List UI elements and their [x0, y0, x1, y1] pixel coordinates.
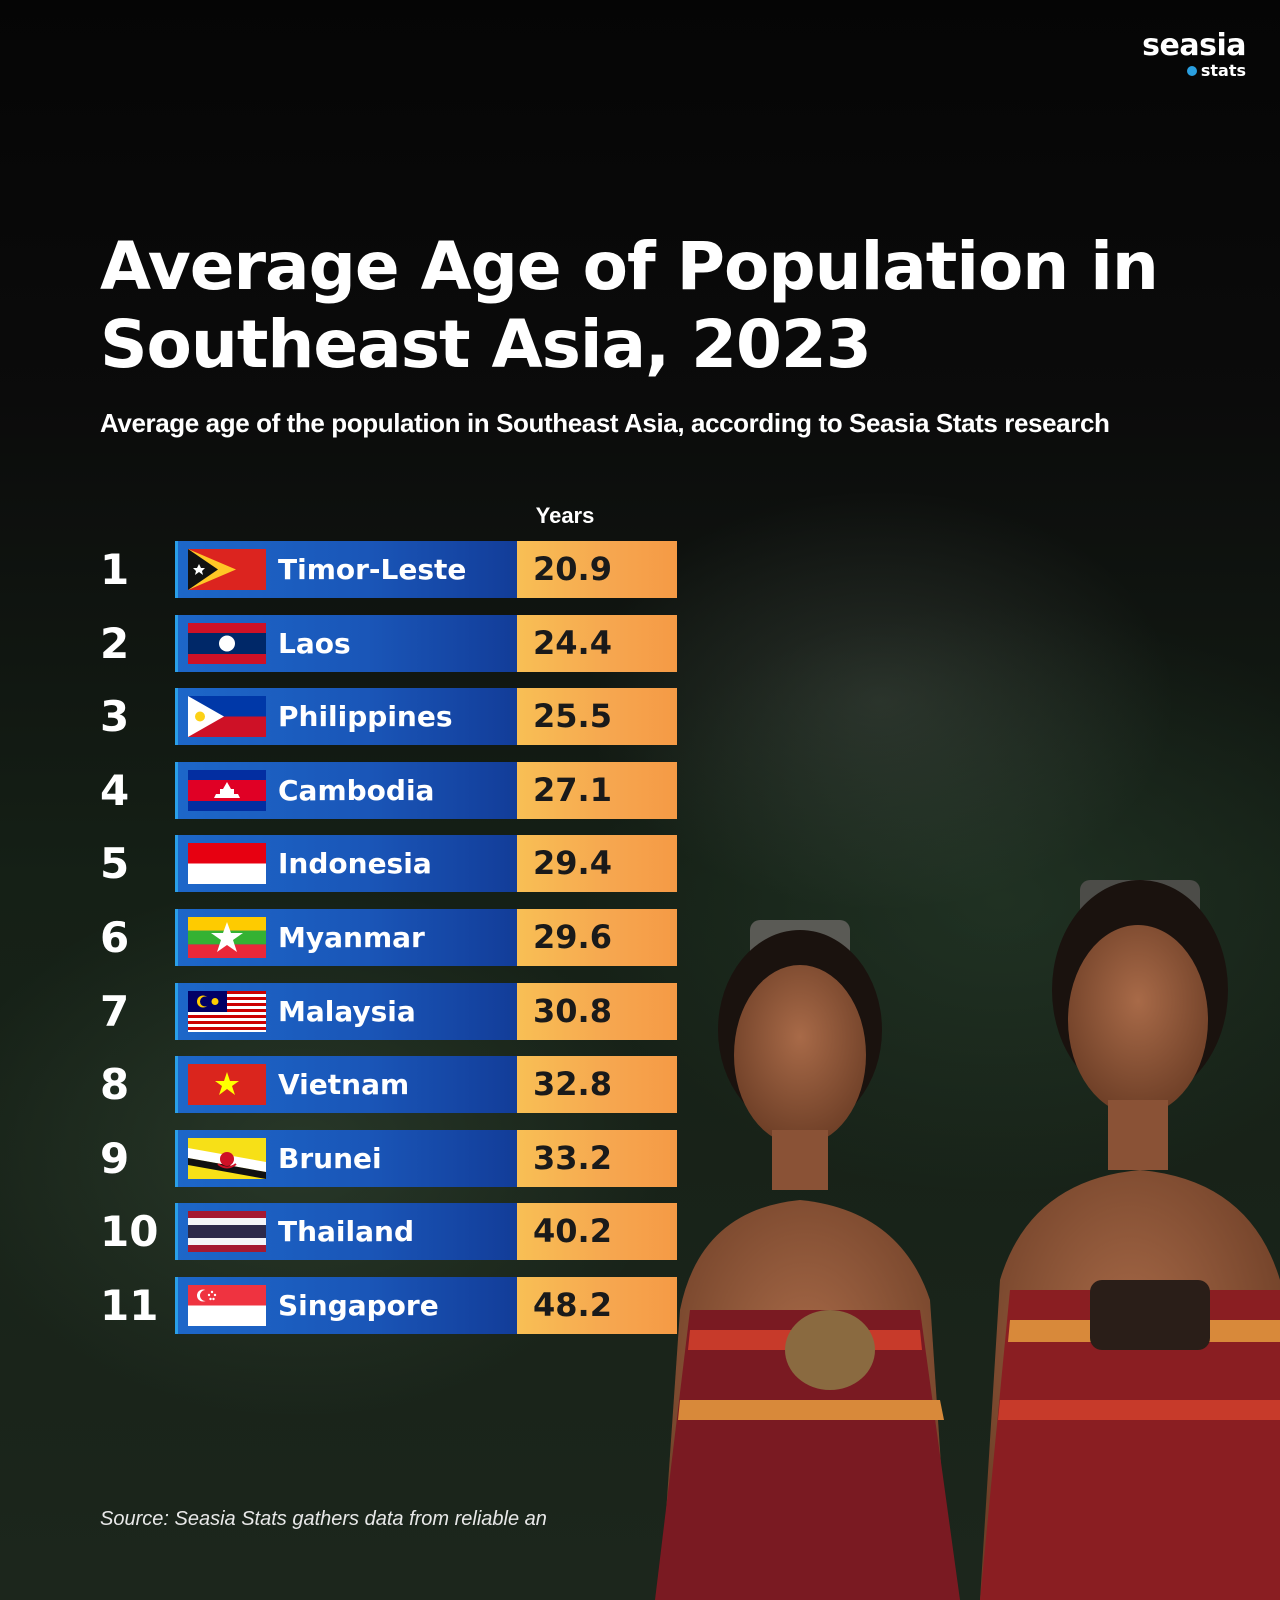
- country-bar: Philippines: [175, 688, 520, 746]
- source-note: Source: Seasia Stats gathers data from r…: [100, 1508, 547, 1530]
- chart-row: 8 Vietnam 32.8: [100, 1056, 680, 1114]
- country-bar: Indonesia: [175, 835, 520, 893]
- country-bar: Cambodia: [175, 761, 520, 819]
- laos-flag-icon: [188, 622, 266, 664]
- vietnam-flag-icon: [188, 1064, 266, 1106]
- country-label: Singapore: [278, 1289, 439, 1322]
- country-bar: Brunei: [175, 1129, 520, 1187]
- rank-label: 1: [100, 545, 130, 594]
- rank-label: 7: [100, 986, 130, 1036]
- chart-row: 5 Indonesia 29.4: [100, 835, 680, 893]
- chart-row: 9 Brunei 33.2: [100, 1129, 680, 1187]
- philippines-flag-icon: [188, 696, 266, 738]
- rank-label: 11: [100, 1281, 159, 1330]
- malaysia-flag-icon: [188, 990, 266, 1032]
- chart-row: 10 Thailand 40.2: [100, 1203, 680, 1261]
- rank-label: 8: [100, 1060, 130, 1110]
- value-label: 25.5: [517, 688, 677, 746]
- rank-label: 10: [100, 1207, 159, 1257]
- chart-row: 11 Singapore 48.2: [100, 1277, 680, 1334]
- country-bar: Myanmar: [175, 909, 520, 966]
- chart-row: 2 Laos 24.4: [100, 614, 680, 672]
- country-label: Cambodia: [278, 773, 435, 807]
- chart-row: 7 Malaysia 30.8: [100, 982, 680, 1040]
- country-bar: Malaysia: [175, 982, 520, 1040]
- chart-row: 3 Philippines 25.5: [100, 688, 680, 746]
- singapore-flag-icon: [188, 1285, 266, 1326]
- chart-row: 1 Timor-Leste 20.9: [100, 541, 680, 598]
- rank-label: 6: [100, 913, 130, 962]
- indonesia-flag-icon: [188, 843, 266, 885]
- value-label: 40.2: [517, 1203, 677, 1261]
- country-label: Myanmar: [278, 921, 425, 954]
- brand-logo: seasia stats: [1142, 30, 1246, 80]
- rank-label: 4: [100, 765, 130, 815]
- country-bar: Timor-Leste: [175, 541, 520, 598]
- value-label: 48.2: [517, 1277, 677, 1334]
- thailand-flag-icon: [188, 1211, 266, 1253]
- chart-subtitle: Average age of the population in Southea…: [100, 408, 1110, 438]
- cambodia-flag-icon: [188, 769, 266, 811]
- chart-title: Average Age of Population in Southeast A…: [100, 228, 1159, 383]
- rank-label: 5: [100, 839, 130, 889]
- value-label: 27.1: [517, 761, 677, 819]
- rank-label: 2: [100, 618, 130, 668]
- brand-sub-label: stats: [1200, 61, 1246, 80]
- value-label: 33.2: [517, 1129, 677, 1187]
- chart-row: 6 Myanmar 29.6: [100, 909, 680, 966]
- country-label: Philippines: [278, 700, 453, 734]
- country-bar: Laos: [175, 614, 520, 672]
- value-label: 30.8: [517, 982, 677, 1040]
- country-bar: Vietnam: [175, 1056, 520, 1114]
- value-label: 20.9: [517, 541, 677, 598]
- brand-sub: stats: [1142, 62, 1246, 80]
- rank-label: 9: [100, 1133, 130, 1183]
- brand-name: seasia: [1142, 28, 1246, 63]
- value-label: 29.4: [517, 835, 677, 893]
- country-label: Timor-Leste: [278, 553, 467, 586]
- country-bar: Singapore: [175, 1277, 520, 1334]
- dot-icon: [1186, 66, 1197, 76]
- country-label: Malaysia: [278, 994, 416, 1028]
- country-label: Thailand: [278, 1215, 414, 1249]
- timor-leste-flag-icon: [188, 549, 266, 590]
- chart-row: 4 Cambodia 27.1: [100, 761, 680, 819]
- country-bar: Thailand: [175, 1203, 520, 1261]
- value-label: 32.8: [517, 1056, 677, 1114]
- rank-label: 3: [100, 692, 130, 742]
- people-photo: [655, 880, 1280, 1600]
- value-header: Years: [535, 503, 595, 528]
- country-label: Indonesia: [278, 847, 432, 881]
- brunei-flag-icon: [188, 1137, 266, 1179]
- country-label: Vietnam: [278, 1068, 410, 1102]
- country-label: Laos: [278, 626, 351, 660]
- value-label: 24.4: [517, 614, 677, 672]
- myanmar-flag-icon: [188, 917, 266, 958]
- country-label: Brunei: [278, 1141, 382, 1175]
- value-label: 29.6: [517, 909, 677, 966]
